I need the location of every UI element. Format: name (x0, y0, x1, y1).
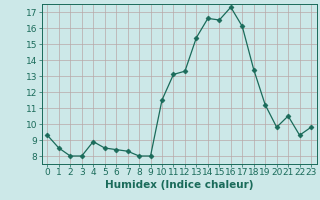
X-axis label: Humidex (Indice chaleur): Humidex (Indice chaleur) (105, 180, 253, 190)
